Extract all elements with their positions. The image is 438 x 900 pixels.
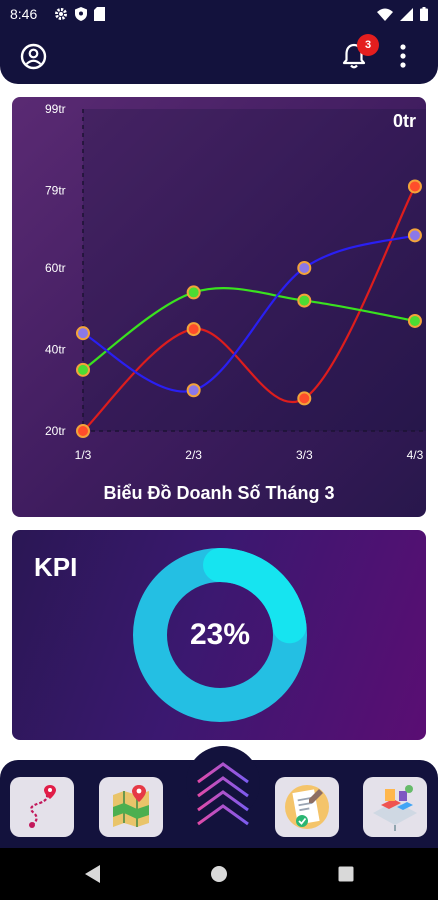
nav-item-route[interactable] <box>10 777 74 837</box>
series-line <box>82 185 416 432</box>
home-icon[interactable] <box>210 864 228 884</box>
series-point <box>186 383 201 398</box>
recents-icon[interactable] <box>337 864 355 884</box>
series-point <box>76 326 90 341</box>
revenue-chart-card: 20tr 40tr 60tr 79tr 99tr 1/3 2/3 3/3 4/3 0tr Biể… <box>12 97 426 517</box>
x-tick-label: 1/3 <box>75 448 92 462</box>
more-vert-icon[interactable] <box>398 43 408 69</box>
series-point <box>186 322 201 337</box>
series-line <box>82 234 416 393</box>
x-tick-label: 3/3 <box>296 448 313 462</box>
nav-item-map[interactable] <box>99 777 163 837</box>
series-point <box>407 179 422 194</box>
gear-icon <box>55 8 67 20</box>
series-point <box>76 424 90 438</box>
kpi-ring-progress <box>133 548 307 722</box>
y-tick-label: 20tr <box>45 424 66 438</box>
account-icon[interactable] <box>20 43 47 70</box>
series-point <box>297 260 312 275</box>
chart-total-label: 0tr <box>392 111 416 131</box>
kpi-progress-ring <box>133 548 307 722</box>
workspace-desk-icon <box>373 785 417 831</box>
series-point <box>407 228 422 243</box>
x-tick-label: 4/3 <box>407 448 424 462</box>
y-tick-label: 60tr <box>45 261 66 275</box>
wifi-icon <box>377 8 393 21</box>
chart-title: Biểu Đồ Doanh Số Tháng 3 <box>103 483 335 503</box>
kpi-title: KPI <box>34 552 78 582</box>
route-map-icon <box>29 785 56 828</box>
revenue-line-chart: 20tr 40tr 60tr 79tr 99tr 1/3 2/3 3/3 4/3 <box>45 102 426 462</box>
nav-item-workspace[interactable] <box>363 777 427 837</box>
y-tick-label: 79tr <box>45 184 66 198</box>
nav-item-approval[interactable] <box>275 777 339 837</box>
plot-area <box>83 109 426 431</box>
system-nav-bar <box>0 848 438 900</box>
battery-icon <box>420 7 428 21</box>
signal-icon <box>400 7 413 21</box>
back-icon[interactable] <box>84 864 102 884</box>
y-tick-label: 40tr <box>45 342 66 356</box>
series-point <box>76 362 90 377</box>
series-point <box>407 313 422 328</box>
kpi-card: KPI 23% <box>12 530 426 740</box>
shield-icon <box>75 7 87 21</box>
home-chevrons-icon[interactable] <box>190 758 256 828</box>
series-point <box>297 391 312 406</box>
location-map-icon <box>113 785 149 827</box>
app-header: 3 <box>0 30 438 84</box>
y-tick-label: 99tr <box>45 102 66 116</box>
approval-document-icon <box>285 785 329 829</box>
series-point <box>297 293 312 308</box>
kpi-value: 23% <box>189 618 251 651</box>
status-bar: 8:46 <box>0 0 438 30</box>
notification-badge: 3 <box>357 34 379 56</box>
status-time: 8:46 <box>10 6 38 22</box>
series-point <box>186 285 201 300</box>
series-line <box>82 287 416 371</box>
x-tick-label: 2/3 <box>185 448 202 462</box>
sim-card-icon <box>94 7 105 21</box>
